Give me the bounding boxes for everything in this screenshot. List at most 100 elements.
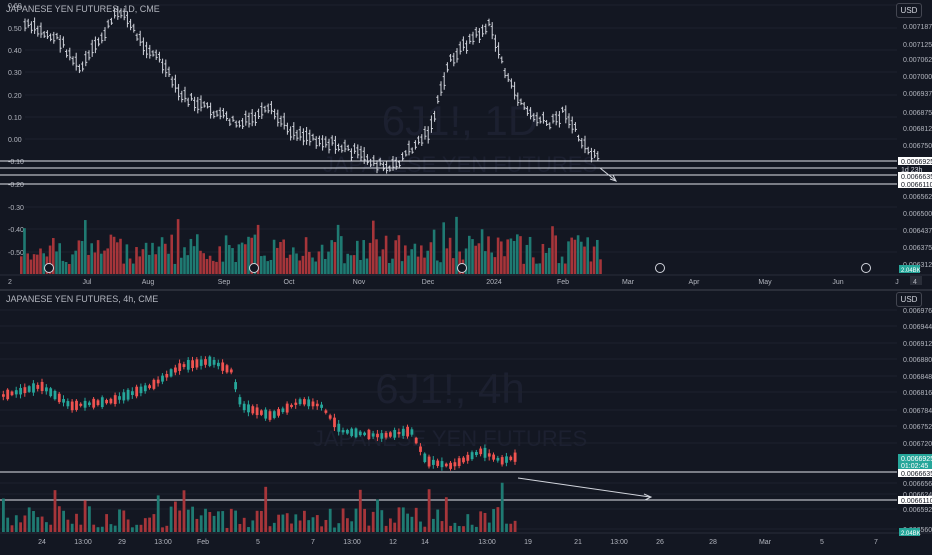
left-axis-label: 0.20 [8,93,22,100]
currency-button-top[interactable]: USD [896,3,922,18]
candle-body [397,431,401,435]
volume-bar [260,510,263,532]
volume-bar [423,526,427,532]
watermark-title: 6J1!, 4h [375,365,524,412]
volume-bar [480,229,484,274]
volume-bar [269,259,273,274]
price-label-box [898,157,932,165]
volume-bar [557,263,561,274]
time-axis-label: Dec [422,279,435,286]
candle-body [75,400,78,410]
left-axis-label: 0.60 [8,3,22,10]
volume-bar [23,515,27,532]
candle-body [53,390,57,400]
candle-body [92,398,96,408]
volume-bar [148,517,151,532]
volume-bar [281,514,285,532]
volume-bar [131,527,134,532]
volume-bar [100,526,104,532]
volume-bar [170,234,173,274]
volume-bar [128,258,132,274]
daily-chart-canvas[interactable]: 6J1!, 1D JAPANESE YEN FUTURES 0.60 0.50 0.40… [0,0,932,290]
volume-bar [423,257,426,274]
volume-bar [554,235,557,274]
volume-bar [61,260,65,274]
currency-button-bottom[interactable]: USD [896,292,922,307]
volume-bar [53,490,57,532]
volume-bar [429,242,433,274]
volume-bar [432,229,436,274]
volume-bar [327,251,330,274]
volume-bar [260,256,263,274]
volume-bar [26,253,29,274]
volume-bar [365,258,369,274]
candle-body [152,379,156,389]
volume-bar [138,256,141,274]
candle-body [384,432,388,438]
volume-bar [420,245,423,274]
right-axis-label: 0.0064375 [903,228,932,235]
price-label: 0.0066110 [901,498,932,505]
candle-body [509,456,513,461]
volume-bar [100,253,103,274]
time-axis-label: Jun [832,279,843,286]
volume-bar [125,244,129,274]
volume-bar [487,236,490,274]
pane-divider[interactable] [0,289,932,291]
candle-body [320,404,323,408]
candle-body [186,359,190,370]
time-axis-label: 26 [656,539,664,546]
daily-chart-pane[interactable]: 6J1!, 1D JAPANESE YEN FUTURES 0.60 0.50 0.40… [0,0,932,290]
candle-body [131,391,134,396]
watermark-subtitle: JAPANESE YEN FUTURES [313,426,587,451]
candle-body [212,359,216,365]
candle-body [126,389,130,400]
projection-arrow-line [517,477,651,498]
right-axis-label: 0.0070625 [903,57,932,64]
volume-bar [250,237,253,274]
candle-body [358,431,362,436]
volume-bar [513,520,517,532]
volume-bar [288,254,292,274]
time-axis-label: 13:00 [478,539,496,546]
volume-bar [109,234,113,274]
candle-body [45,387,48,392]
volume-bar [62,510,65,532]
volume-bar [333,527,336,532]
volume-bar [212,260,215,274]
candle-body [229,369,233,373]
volume-bar [436,509,440,532]
volume-bar [116,242,119,274]
volume-bar [143,518,147,532]
volume-bar [410,249,413,274]
candle-body [169,369,173,377]
volume-bar [242,517,246,532]
volume-bar [324,258,327,274]
volume-bar [196,234,199,274]
projection-arrow-line [599,167,616,181]
volume-bar [165,525,169,532]
time-axis-label: Nov [353,279,366,286]
price-label: 0.0066635 [901,471,932,478]
volume-bar [215,261,218,274]
volume-bar [490,252,493,274]
volume-bar [64,261,68,274]
candle-body [148,385,151,389]
time-axis-label: 29 [118,539,126,546]
volume-bar [333,242,337,274]
volume-bar [186,255,189,274]
candle-body [376,433,379,438]
volume-bar [532,257,535,274]
candle-body [371,433,375,437]
right-axis-label: 0.0065625 [903,194,932,201]
volume-bar [36,254,39,274]
volume-bar [407,255,410,274]
volume-bar [228,245,231,274]
candle-body [268,411,272,420]
volume-bar [455,216,458,274]
